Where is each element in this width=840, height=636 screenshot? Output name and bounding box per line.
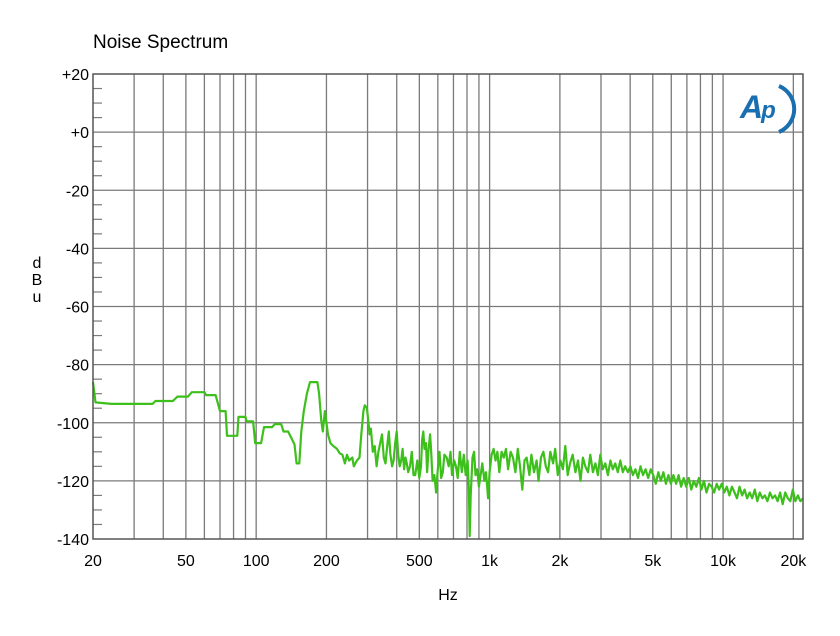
x-tick-label: 2k [551,553,569,570]
y-tick-label: -100 [57,416,89,433]
y-tick-labels: +20 +0 -20 -40 -60 -80 -100 -120 -140 [57,67,89,549]
ap-logo-arc [778,84,797,134]
x-tick-label: 5k [644,553,662,570]
noise-series-line [91,381,804,538]
y-tick-label: +0 [71,125,89,142]
y-tick-label: -40 [66,241,89,258]
y-tick-label: -140 [57,532,89,549]
x-tick-label: 10k [710,553,737,570]
x-tick-labels: 20 50 100 200 500 1k 2k 5k 10k 20k [84,553,807,570]
x-tick-label: 500 [406,553,433,570]
series-layer [91,381,804,538]
y-minor-ticks [93,87,102,526]
y-tick-label: -20 [66,183,89,200]
x-tick-label: 20 [84,553,102,570]
y-tick-label: -80 [66,358,89,375]
y-tick-label: +20 [62,67,89,84]
x-tick-label: 1k [481,553,499,570]
ap-logo-text: Ap [739,89,776,125]
x-tick-label: 100 [243,553,270,570]
x-tick-label: 50 [177,553,195,570]
y-tick-label: -120 [57,474,89,491]
chart-title: Noise Spectrum [93,32,228,53]
x-axis-label: Hz [438,587,458,604]
x-tick-label: 20k [780,553,807,570]
ap-logo: Ap [739,84,797,134]
y-tick-label: -60 [66,300,89,317]
plot-frame [92,73,804,540]
x-tick-label: 200 [313,553,340,570]
